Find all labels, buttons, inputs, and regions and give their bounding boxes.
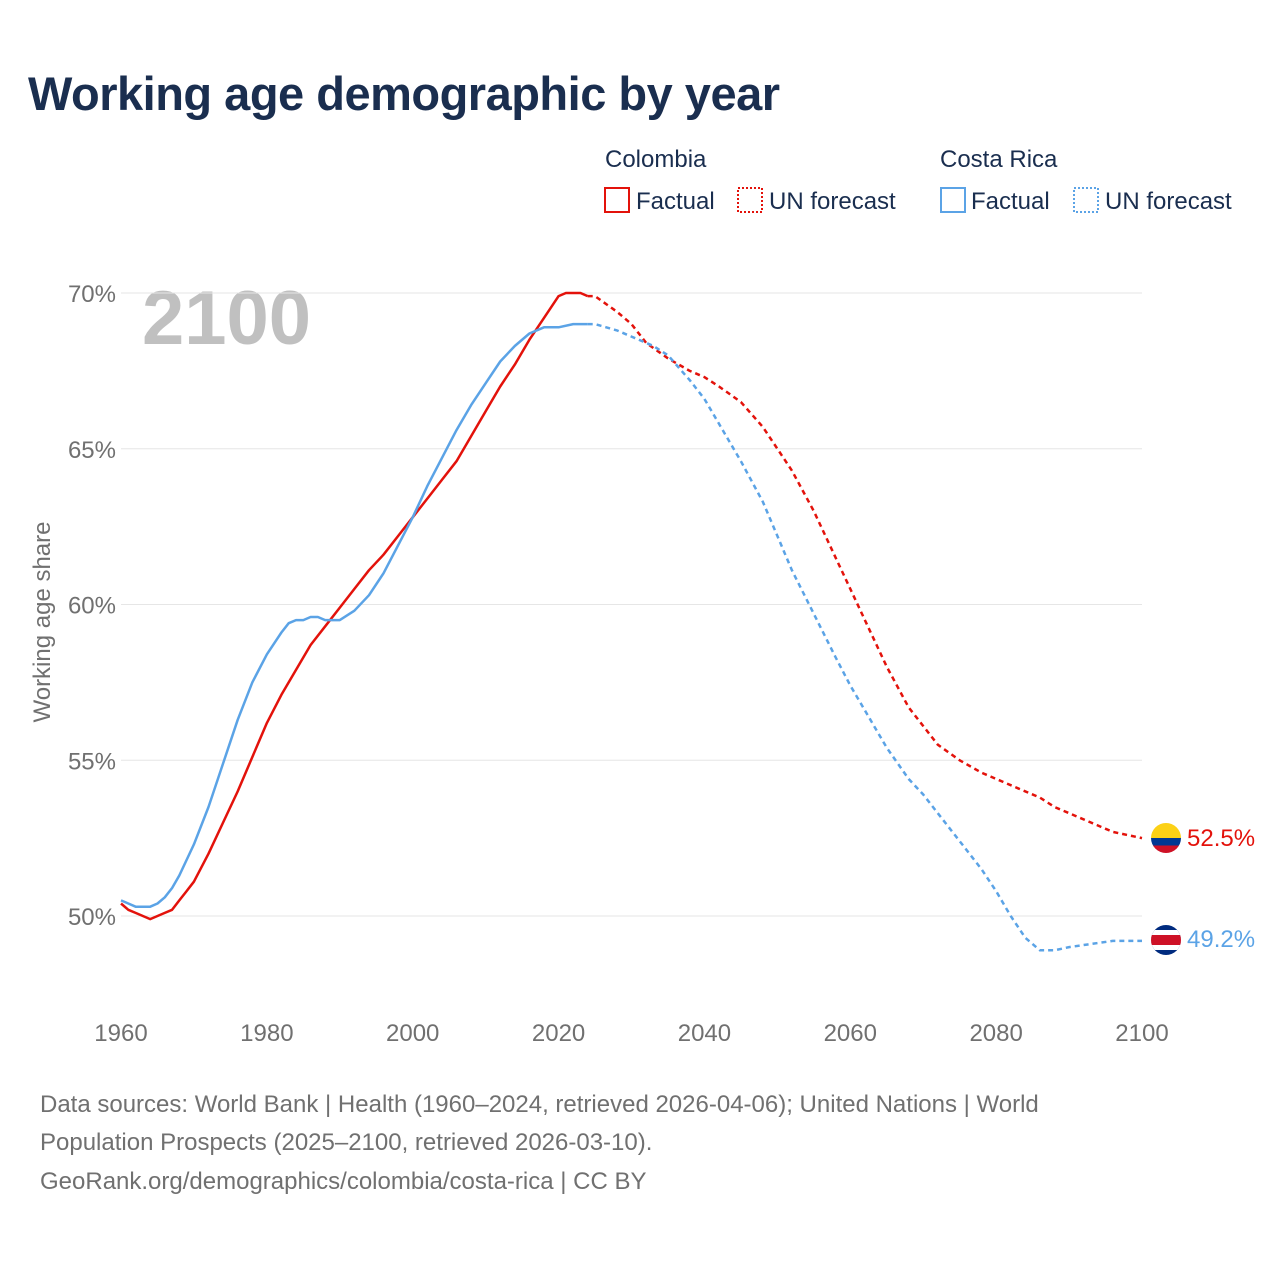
x-tick-label: 1980 — [240, 1020, 293, 1047]
chart-title: Working age demographic by year — [28, 67, 780, 120]
y-tick-label: 55% — [68, 748, 116, 775]
footer-attribution[interactable]: GeoRank.org/demographics/colombia/costa-… — [40, 1168, 647, 1195]
legend: Colombia Factual UN forecast Costa Rica … — [604, 146, 1232, 215]
x-tick-label: 2040 — [678, 1020, 731, 1047]
footer-source-line-1: Data sources: World Bank | Health (1960–… — [40, 1091, 1039, 1118]
y-tick-label: 60% — [68, 593, 116, 620]
costa-rica-forecast-line[interactable] — [587, 322, 1142, 952]
legend-colombia-factual-swatch[interactable] — [604, 187, 630, 213]
legend-costa-rica-factual-label[interactable]: Factual — [971, 188, 1050, 215]
legend-colombia-forecast-label[interactable]: UN forecast — [769, 188, 896, 215]
series-lines — [120, 291, 1143, 952]
y-tick-label: 70% — [68, 281, 116, 308]
x-tick-label: 2080 — [969, 1020, 1022, 1047]
colombia-forecast-line[interactable] — [587, 294, 1143, 840]
year-watermark: 2100 — [142, 276, 311, 361]
costa-rica-flag-icon — [1151, 925, 1181, 955]
x-tick-label: 2020 — [532, 1020, 585, 1047]
footer-source-line-2: Population Prospects (2025–2100, retriev… — [40, 1129, 653, 1156]
x-tick-labels: 1960 1980 2000 2020 2040 2060 2080 2100 — [94, 1020, 1168, 1047]
colombia-flag-icon — [1151, 823, 1181, 853]
colombia-factual-line[interactable] — [120, 291, 589, 921]
legend-costa-rica-factual-swatch[interactable] — [940, 187, 966, 213]
y-tick-labels: 50% 55% 60% 65% 70% — [68, 281, 116, 931]
x-tick-label: 1960 — [94, 1020, 147, 1047]
legend-country-costa-rica: Costa Rica — [940, 146, 1058, 173]
y-tick-label: 65% — [68, 437, 116, 464]
gridlines — [121, 292, 1142, 917]
costa-rica-factual-line[interactable] — [120, 322, 588, 908]
legend-colombia-forecast-swatch[interactable] — [737, 187, 763, 213]
y-axis-title: Working age share — [29, 522, 56, 723]
x-tick-label: 2100 — [1115, 1020, 1168, 1047]
y-tick-label: 50% — [68, 904, 116, 931]
colombia-end-label: 52.5% — [1187, 825, 1255, 852]
x-tick-label: 2060 — [824, 1020, 877, 1047]
legend-costa-rica-forecast-swatch[interactable] — [1073, 187, 1099, 213]
costa-rica-end-label: 49.2% — [1187, 926, 1255, 953]
x-tick-label: 2000 — [386, 1020, 439, 1047]
legend-country-colombia: Colombia — [605, 146, 707, 173]
legend-colombia-factual-label[interactable]: Factual — [636, 188, 715, 215]
legend-costa-rica-forecast-label[interactable]: UN forecast — [1105, 188, 1232, 215]
